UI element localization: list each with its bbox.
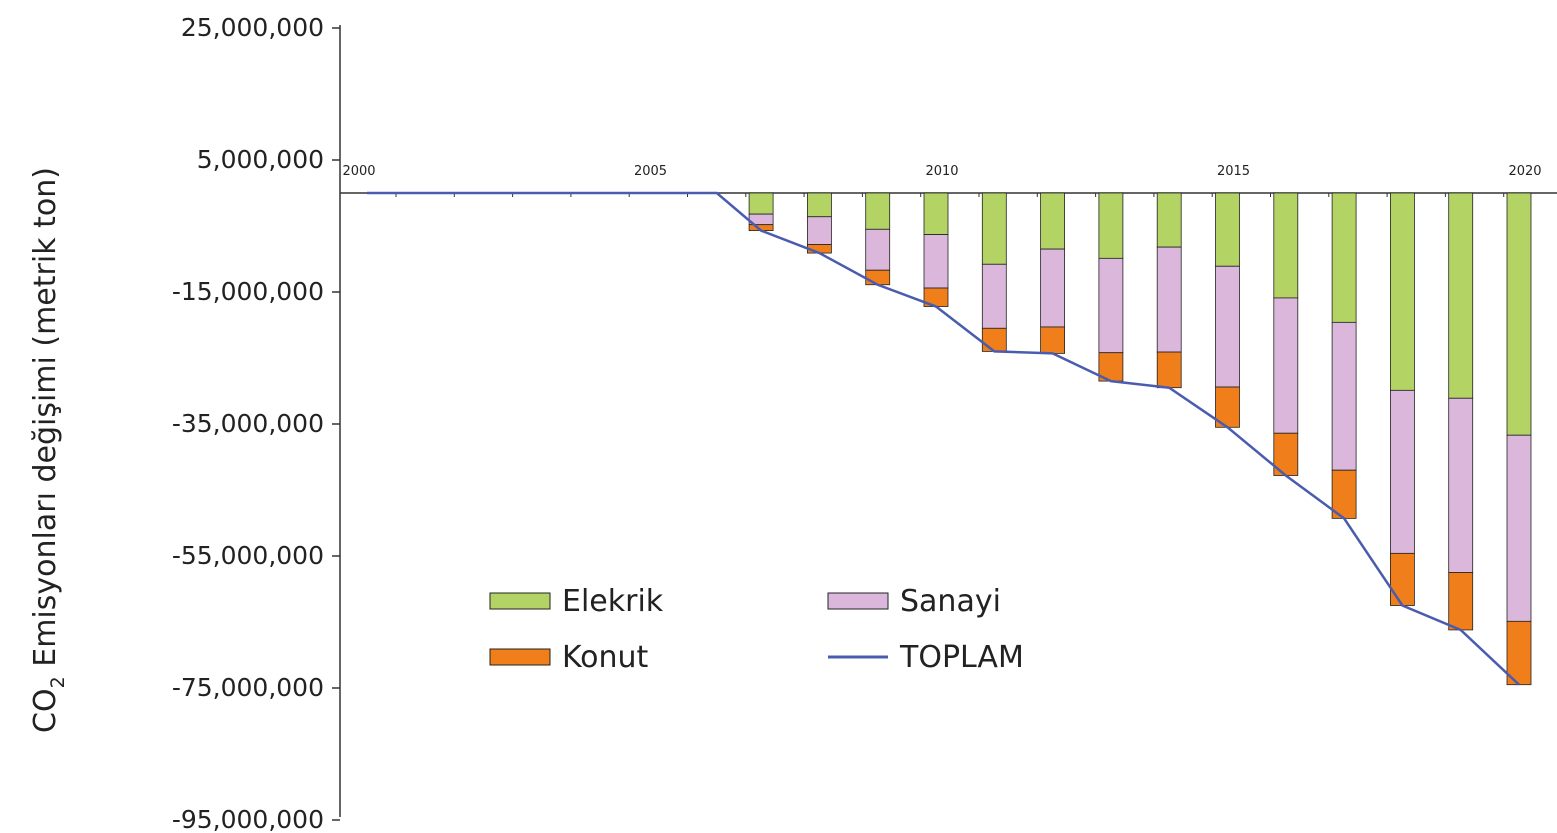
y-tick-label: 5,000,000	[197, 145, 324, 174]
y-tick-label: 25,000,000	[181, 13, 324, 42]
bar-elekrik-2019	[1448, 192, 1474, 399]
bar-konut-2009	[865, 269, 891, 286]
bar-elekrik-2011	[981, 192, 1007, 265]
bar-elekrik-2017	[1331, 192, 1357, 323]
bar-elekrik-2012	[1040, 192, 1065, 250]
legend-swatch-konut	[489, 648, 551, 666]
y-axis: 25,000,000 5,000,000 -15,000,000 -35,000,00…	[172, 13, 341, 833]
legend-swatch-sanayi	[827, 592, 889, 610]
bar-elekrik-2020	[1506, 192, 1532, 436]
bar-elekrik-2013	[1098, 192, 1124, 259]
legend-label-toplam: TOPLAM	[899, 640, 1024, 675]
bar-elekrik-2015	[1215, 192, 1240, 267]
bar-konut-2017	[1331, 469, 1357, 519]
bar-sanayi-2010	[923, 234, 949, 289]
bars	[748, 192, 1532, 686]
bar-konut-2019	[1448, 572, 1474, 631]
x-tick-label: 2020	[1508, 164, 1541, 179]
bar-sanayi-2019	[1448, 397, 1474, 573]
bar-konut-2018	[1390, 552, 1415, 606]
x-axis: 2000 2005 2010 2015 2020	[340, 164, 1557, 197]
y-axis-label: CO2 Emisyonları değişimi (metrik ton)	[28, 167, 69, 733]
legend-label-sanayi: Sanayi	[900, 584, 1001, 619]
legend: Elekrik Sanayi Konut TOPLAM	[489, 584, 1024, 675]
bar-elekrik-2008	[807, 192, 832, 218]
y-tick-label: -15,000,000	[172, 277, 324, 306]
y-tick-label: -55,000,000	[172, 541, 324, 570]
bar-sanayi-2016	[1273, 297, 1299, 434]
bar-sanayi-2012	[1040, 248, 1065, 328]
bar-elekrik-2016	[1273, 192, 1299, 299]
x-tick-label: 2010	[925, 164, 958, 179]
bar-sanayi-2017	[1331, 321, 1357, 471]
bar-elekrik-2018	[1390, 192, 1415, 391]
bar-sanayi-2014	[1156, 246, 1182, 353]
x-tick-label: 2005	[634, 164, 667, 179]
series-line-toplam	[367, 191, 1520, 686]
y-tick-label: -35,000,000	[172, 409, 324, 438]
legend-swatch-elekrik	[489, 592, 551, 610]
bar-sanayi-2013	[1098, 257, 1124, 354]
bar-konut-2011	[981, 327, 1007, 352]
bar-konut-2014	[1156, 351, 1182, 389]
total-line	[367, 191, 1520, 686]
bar-sanayi-2011	[981, 263, 1007, 329]
bar-elekrik-2014	[1156, 192, 1182, 248]
legend-label-elekrik: Elekrik	[562, 584, 664, 619]
bar-sanayi-2020	[1506, 434, 1532, 622]
bar-elekrik-2010	[923, 192, 949, 235]
y-tick-label: -75,000,000	[172, 673, 324, 702]
bar-elekrik-2009	[865, 192, 891, 230]
bar-sanayi-2018	[1390, 389, 1415, 554]
bar-sanayi-2015	[1215, 265, 1240, 388]
bar-sanayi-2009	[865, 228, 891, 271]
bar-sanayi-2008	[807, 216, 832, 245]
legend-label-konut: Konut	[562, 640, 649, 675]
y-tick-label: -95,000,000	[172, 805, 324, 833]
x-tick-label: 2015	[1217, 164, 1250, 179]
bar-elekrik-2007	[748, 192, 774, 215]
x-tick-label: 2000	[342, 164, 375, 179]
bar-konut-2012	[1040, 326, 1065, 354]
